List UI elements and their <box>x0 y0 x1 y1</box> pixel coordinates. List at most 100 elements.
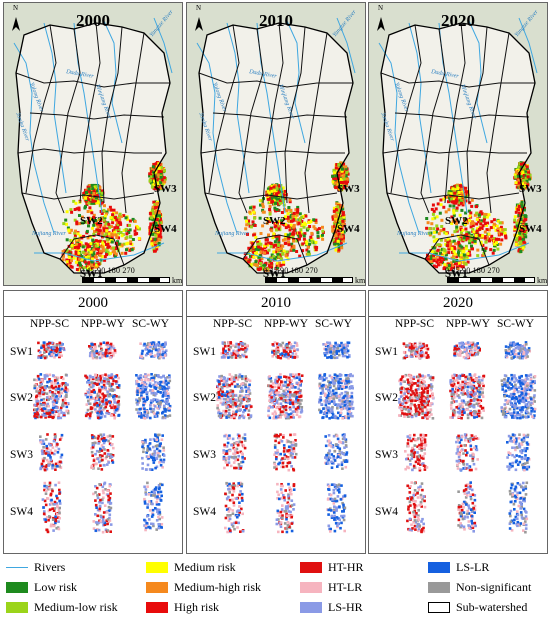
lisa-cell <box>112 413 115 417</box>
lisa-cell <box>55 410 58 413</box>
lisa-cell <box>285 355 289 359</box>
lisa-cell <box>43 351 46 354</box>
river-label: Nujiang River <box>214 231 249 237</box>
lisa-cell <box>90 381 94 384</box>
lisa-cell <box>105 341 109 345</box>
risk-cell <box>73 236 77 240</box>
risk-cell <box>528 177 531 181</box>
lisa-cell <box>158 402 162 406</box>
lisa-cell <box>154 387 158 390</box>
risk-cell <box>438 263 442 266</box>
risk-cell <box>470 235 473 239</box>
risk-cell <box>483 212 487 216</box>
river-line <box>518 17 538 74</box>
sub-watershed-boundary <box>390 24 422 194</box>
lisa-cell <box>66 389 70 392</box>
risk-cell <box>485 224 489 227</box>
risk-cell <box>496 247 500 251</box>
risk-cell <box>483 222 487 226</box>
risk-cell <box>470 198 474 202</box>
river-line <box>378 42 420 234</box>
lisa-cell <box>163 351 167 355</box>
risk-cell <box>95 242 99 246</box>
risk-cell <box>97 246 101 249</box>
lisa-cell <box>140 378 144 382</box>
lisa-cell <box>113 415 117 418</box>
risk-cell <box>86 245 90 249</box>
lisa-cell <box>160 345 163 348</box>
lisa-cell <box>233 404 236 408</box>
sub-watershed-boundary <box>55 28 81 214</box>
risk-cell <box>159 175 163 179</box>
risk-cell <box>484 240 488 244</box>
risk-cell <box>122 242 126 246</box>
risk-cell <box>447 245 451 249</box>
risk-cell <box>432 254 436 258</box>
map-label-sw2: SW2 <box>263 215 286 227</box>
risk-cell <box>155 247 159 251</box>
risk-cell <box>527 171 531 175</box>
risk-cell <box>306 226 310 230</box>
lisa-cell <box>96 528 99 531</box>
risk-cell <box>128 228 132 232</box>
risk-cell <box>479 240 483 244</box>
lisa-cell <box>106 489 109 492</box>
risk-cell <box>94 265 98 269</box>
risk-cell <box>495 243 499 246</box>
risk-cell <box>442 197 446 201</box>
risk-cell <box>63 249 67 253</box>
lisa-cell <box>102 511 106 514</box>
lisa-cell <box>57 414 61 418</box>
risk-cell <box>110 246 114 250</box>
lisa-cell <box>285 343 289 346</box>
risk-cell <box>438 255 442 259</box>
risk-cell <box>479 222 483 226</box>
risk-cell <box>156 183 160 187</box>
risk-cell <box>458 213 462 217</box>
risk-cell <box>436 243 440 247</box>
risk-cell <box>89 250 93 254</box>
lisa-cell <box>164 377 167 380</box>
lisa-cell <box>138 399 142 402</box>
risk-cell <box>129 240 133 244</box>
lisa-cell <box>146 352 149 355</box>
lisa-cell <box>152 408 156 411</box>
risk-cell <box>96 248 100 252</box>
risk-cell <box>91 238 95 242</box>
risk-cell <box>277 255 281 259</box>
risk-cell <box>272 187 276 191</box>
lisa-cell <box>150 522 153 526</box>
lisa-cell <box>50 488 54 491</box>
lisa-cell <box>96 494 99 497</box>
risk-cell <box>453 197 457 201</box>
lisa-cell <box>89 385 93 388</box>
risk-cell <box>116 240 120 244</box>
risk-cell <box>153 237 157 241</box>
lisa-cell <box>101 489 105 492</box>
risk-cell <box>429 257 432 261</box>
risk-cell <box>514 210 518 214</box>
risk-cell <box>467 209 471 213</box>
risk-cell <box>287 243 291 247</box>
lisa-cell <box>240 347 243 351</box>
risk-cell <box>345 177 349 181</box>
lisa-cell <box>341 350 344 353</box>
lisa-cell <box>162 385 166 389</box>
risk-cell <box>455 195 459 199</box>
risk-cell <box>155 244 159 248</box>
risk-cell <box>452 204 456 208</box>
lisa-cell <box>154 414 158 418</box>
risk-cell <box>517 214 521 217</box>
risk-cell <box>125 248 128 252</box>
lisa-cell <box>50 346 53 349</box>
risk-cell <box>436 254 440 258</box>
risk-cell <box>342 215 346 219</box>
lisa-cell <box>97 434 100 438</box>
risk-cell <box>101 189 105 193</box>
lisa-cell <box>53 379 57 382</box>
lisa-cell <box>140 394 143 397</box>
lisa-cell <box>62 411 66 415</box>
risk-cell <box>520 200 524 204</box>
lisa-cell <box>228 412 231 415</box>
lisa-cell <box>141 407 144 410</box>
